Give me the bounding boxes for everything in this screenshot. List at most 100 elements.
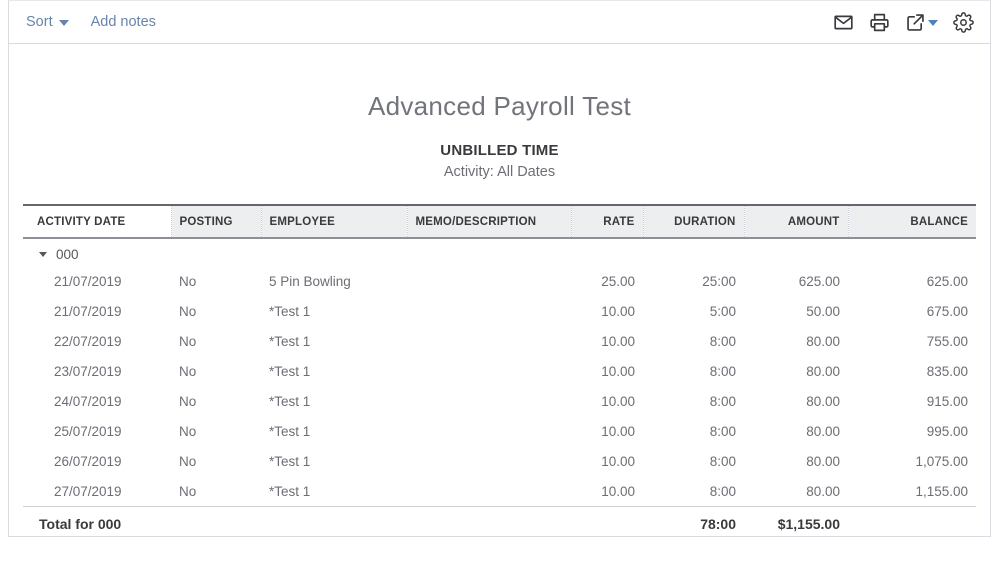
- cell-rate: 10.00: [601, 303, 635, 319]
- cell-amount: 80.00: [806, 363, 840, 379]
- cell-posting: No: [179, 423, 197, 439]
- cell-employee: *Test 1: [269, 393, 311, 409]
- cell-amount: 625.00: [798, 273, 840, 289]
- cell-duration: 25:00: [702, 273, 736, 289]
- cell-employee: 5 Pin Bowling: [269, 273, 351, 289]
- print-button[interactable]: [869, 12, 890, 33]
- collapse-triangle-icon[interactable]: [39, 252, 47, 257]
- report-heading: Advanced Payroll Test UNBILLED TIME Acti…: [9, 90, 990, 180]
- total-duration: 78:00: [643, 506, 744, 542]
- report-period: Activity: All Dates: [443, 164, 556, 180]
- total-row: Total for 000 78:00 $1,155.00: [23, 506, 976, 542]
- cell-memo-description: [407, 296, 571, 326]
- table-row[interactable]: 25/07/2019 No *Test 1 10.00 8:00 80.00 995.00: [23, 416, 976, 446]
- cell-activity-date: 21/07/2019: [54, 273, 122, 289]
- total-label: Total for 000: [23, 506, 643, 542]
- column-header-balance[interactable]: BALANCE: [847, 204, 976, 239]
- cell-memo-description: [407, 356, 571, 386]
- total-balance: [848, 506, 976, 542]
- sort-button[interactable]: Sort: [26, 14, 69, 30]
- cell-employee: *Test 1: [269, 363, 311, 379]
- settings-button[interactable]: [953, 11, 974, 33]
- table-body: 000 21/07/2019 No 5 Pin Bowling 25.00 25:00 62…: [23, 238, 976, 542]
- cell-rate: 10.00: [601, 363, 635, 379]
- cell-posting: No: [179, 273, 197, 289]
- cell-duration: 8:00: [709, 453, 736, 469]
- cell-amount: 80.00: [806, 333, 840, 349]
- table-row[interactable]: 21/07/2019 No *Test 1 10.00 5:00 50.00 675.00: [23, 296, 976, 326]
- toolbar: Sort Add notes: [9, 1, 990, 44]
- cell-balance: 1,155.00: [915, 483, 968, 499]
- group-label: 000: [56, 247, 79, 262]
- table-row[interactable]: 23/07/2019 No *Test 1 10.00 8:00 80.00 835.00: [23, 356, 976, 386]
- group-cell: 000: [23, 238, 976, 266]
- table-row[interactable]: 24/07/2019 No *Test 1 10.00 8:00 80.00 915.00: [23, 386, 976, 416]
- add-notes-button[interactable]: Add notes: [90, 14, 156, 30]
- cell-amount: 80.00: [806, 423, 840, 439]
- cell-activity-date: 27/07/2019: [54, 483, 122, 499]
- cell-balance: 995.00: [926, 423, 968, 439]
- cell-memo-description: [407, 416, 571, 446]
- cell-memo-description: [407, 476, 571, 507]
- cell-memo-description: [407, 386, 571, 416]
- cell-duration: 8:00: [709, 393, 736, 409]
- group-row[interactable]: 000: [23, 238, 976, 266]
- cell-posting: No: [179, 393, 197, 409]
- email-button[interactable]: [833, 12, 854, 33]
- cell-employee: *Test 1: [269, 483, 311, 499]
- cell-activity-date: 22/07/2019: [54, 333, 122, 349]
- cell-balance: 675.00: [926, 303, 968, 319]
- cell-employee: *Test 1: [269, 303, 311, 319]
- cell-amount: 50.00: [806, 303, 840, 319]
- cell-duration: 8:00: [709, 483, 736, 499]
- toolbar-left: Sort Add notes: [26, 14, 178, 30]
- cell-employee: *Test 1: [269, 423, 311, 439]
- cell-activity-date: 23/07/2019: [54, 363, 122, 379]
- cell-rate: 25.00: [601, 273, 635, 289]
- report-table: ACTIVITY DATE POSTING EMPLOYEE MEMO/DESCRIP…: [23, 204, 976, 542]
- cell-posting: No: [179, 453, 197, 469]
- cell-duration: 5:00: [709, 303, 736, 319]
- cell-rate: 10.00: [601, 393, 635, 409]
- cell-balance: 915.00: [926, 393, 968, 409]
- toolbar-right: [833, 11, 974, 33]
- column-header-amount[interactable]: AMOUNT: [743, 204, 848, 239]
- cell-rate: 10.00: [601, 423, 635, 439]
- cell-memo-description: [407, 446, 571, 476]
- table-row[interactable]: 27/07/2019 No *Test 1 10.00 8:00 80.00 1,155.0…: [23, 476, 976, 507]
- cell-duration: 8:00: [709, 333, 736, 349]
- table-row[interactable]: 22/07/2019 No *Test 1 10.00 8:00 80.00 755.00: [23, 326, 976, 356]
- export-caret-icon: [928, 20, 938, 26]
- cell-amount: 80.00: [806, 453, 840, 469]
- cell-memo-description: [407, 266, 571, 296]
- table-header-row: ACTIVITY DATE POSTING EMPLOYEE MEMO/DESCRIP…: [23, 204, 976, 239]
- cell-duration: 8:00: [709, 423, 736, 439]
- cell-posting: No: [179, 303, 197, 319]
- cell-activity-date: 24/07/2019: [54, 393, 122, 409]
- cell-balance: 1,075.00: [915, 453, 968, 469]
- cell-activity-date: 25/07/2019: [54, 423, 122, 439]
- cell-balance: 625.00: [926, 273, 968, 289]
- column-header-memo-description[interactable]: MEMO/DESCRIPTION: [406, 204, 571, 239]
- report-subtitle: UNBILLED TIME: [440, 142, 559, 159]
- email-icon: [834, 15, 853, 29]
- report-title: Advanced Payroll Test: [367, 91, 632, 121]
- cell-employee: *Test 1: [269, 333, 311, 349]
- cell-activity-date: 26/07/2019: [54, 453, 122, 469]
- column-header-duration[interactable]: DURATION: [642, 204, 744, 239]
- table-row[interactable]: 26/07/2019 No *Test 1 10.00 8:00 80.00 1,075.0…: [23, 446, 976, 476]
- cell-balance: 755.00: [926, 333, 968, 349]
- caret-down-icon: [58, 20, 69, 26]
- column-header-activity-date[interactable]: ACTIVITY DATE: [23, 204, 171, 239]
- cell-employee: *Test 1: [269, 453, 311, 469]
- column-header-employee[interactable]: EMPLOYEE: [260, 204, 407, 239]
- cell-posting: No: [179, 483, 197, 499]
- cell-posting: No: [179, 363, 197, 379]
- export-button[interactable]: [905, 12, 938, 33]
- table-row[interactable]: 21/07/2019 No 5 Pin Bowling 25.00 25:00 625.0…: [23, 266, 976, 296]
- settings-gear-icon: [953, 11, 974, 33]
- column-header-rate[interactable]: RATE: [570, 204, 643, 239]
- column-header-posting[interactable]: POSTING: [170, 204, 261, 239]
- print-icon: [870, 13, 889, 31]
- sort-label: Sort: [26, 14, 53, 30]
